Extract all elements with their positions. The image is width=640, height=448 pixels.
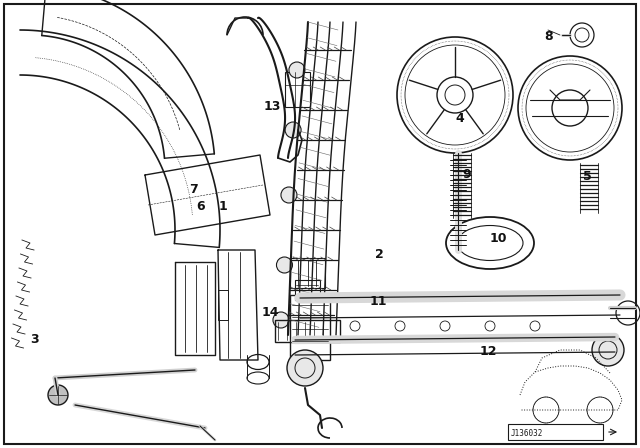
Circle shape: [276, 257, 292, 273]
Circle shape: [395, 321, 405, 331]
Bar: [290, 258, 325, 288]
Text: 1: 1: [219, 200, 228, 213]
Bar: [295, 280, 320, 300]
Text: 12: 12: [480, 345, 497, 358]
Bar: [508, 424, 603, 440]
Text: 4: 4: [455, 112, 464, 125]
Text: 10: 10: [490, 232, 508, 245]
Circle shape: [281, 187, 297, 203]
Text: 8: 8: [544, 30, 552, 43]
Circle shape: [592, 334, 624, 366]
Circle shape: [350, 321, 360, 331]
Circle shape: [285, 122, 301, 138]
Text: 9: 9: [462, 168, 470, 181]
Text: 2: 2: [375, 248, 384, 261]
Bar: [218, 290, 228, 320]
Text: 13: 13: [264, 100, 282, 113]
Text: 6: 6: [196, 200, 205, 213]
Bar: [275, 320, 340, 342]
Text: 5: 5: [583, 170, 592, 183]
Text: 11: 11: [370, 295, 387, 308]
Circle shape: [530, 321, 540, 331]
Text: 14: 14: [262, 306, 280, 319]
Text: 3: 3: [30, 333, 38, 346]
Circle shape: [273, 312, 289, 328]
Circle shape: [287, 350, 323, 386]
Bar: [290, 295, 330, 360]
Circle shape: [440, 321, 450, 331]
Circle shape: [48, 385, 68, 405]
Bar: [285, 72, 310, 107]
Circle shape: [289, 62, 305, 78]
Circle shape: [485, 321, 495, 331]
Text: 7: 7: [189, 183, 198, 196]
Text: J136032: J136032: [511, 428, 543, 438]
